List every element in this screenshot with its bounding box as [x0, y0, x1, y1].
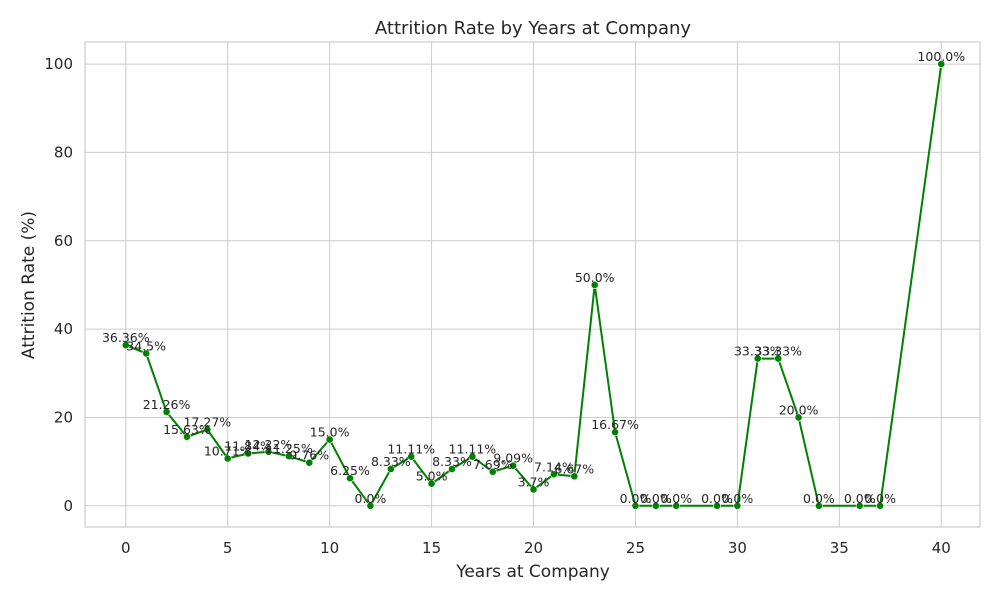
x-tick-label: 25: [626, 539, 645, 557]
data-label: 11.84%: [224, 438, 272, 453]
data-label: 0.0%: [722, 491, 754, 506]
data-point: [529, 485, 538, 494]
data-label: 33.33%: [754, 344, 802, 359]
x-tick-label: 30: [728, 539, 747, 557]
data-label: 5.0%: [416, 469, 448, 484]
data-point: [244, 449, 252, 458]
data-label: 100.0%: [917, 49, 965, 64]
data-label: 0.0%: [701, 491, 733, 506]
data-label: 34.5%: [126, 338, 166, 353]
data-label: 8.33%: [432, 454, 472, 469]
y-tick-label: 40: [54, 320, 73, 338]
plot-frame: [84, 41, 981, 528]
data-label: 0.0%: [640, 491, 672, 506]
chart-title: Attrition Rate by Years at Company: [375, 18, 692, 39]
data-point: [305, 458, 314, 467]
tick-labels-group: 0 5 10 15 20 25 30 35 40 0 20 40 60 80 100: [44, 55, 950, 557]
data-label: 11.25%: [265, 441, 313, 456]
y-tick-label: 20: [54, 408, 73, 426]
data-label: 20.0%: [779, 402, 819, 417]
data-labels-group: 36.36%34.5% 21.26% 15.63%17.27% 10.71%11.84…: [102, 49, 965, 506]
data-point: [876, 501, 885, 510]
data-point: [407, 452, 416, 461]
x-tick-label: 0: [121, 539, 131, 557]
data-point: [203, 425, 212, 434]
data-label: 15.0%: [310, 425, 350, 440]
x-tick-label: 40: [932, 539, 951, 557]
data-label: 16.67%: [591, 417, 639, 432]
data-label: 0.0%: [844, 491, 876, 506]
data-point: [611, 428, 619, 437]
data-point: [570, 472, 579, 481]
data-point: [590, 281, 599, 289]
data-point: [386, 465, 395, 473]
x-tick-label: 5: [223, 539, 233, 557]
y-axis-title: Attrition Rate (%): [19, 211, 39, 359]
data-label: 12.22%: [245, 437, 293, 452]
series-group: [121, 60, 946, 510]
data-point: [672, 501, 681, 510]
data-label: 36.36%: [102, 330, 150, 345]
data-point: [427, 479, 436, 488]
data-point: [815, 501, 823, 510]
data-label: 21.26%: [143, 397, 191, 412]
data-point: [121, 341, 130, 350]
data-label: 11.11%: [449, 442, 497, 457]
data-label: 3.7%: [518, 474, 550, 489]
data-point: [264, 447, 273, 456]
y-tick-label: 0: [63, 497, 73, 515]
x-tick-label: 15: [422, 539, 441, 557]
data-point: [631, 501, 640, 510]
data-point: [774, 354, 783, 363]
data-label: 0.0%: [660, 491, 692, 506]
data-label: 7.69%: [473, 457, 513, 472]
data-label: 0.0%: [864, 491, 896, 506]
data-point: [183, 432, 191, 441]
data-label: 9.09%: [493, 451, 533, 466]
data-label: 8.33%: [371, 454, 411, 469]
y-tick-label: 100: [44, 55, 73, 73]
data-label: 9.76%: [289, 448, 329, 463]
data-point: [162, 407, 171, 416]
data-point: [855, 501, 864, 510]
data-label: 0.0%: [803, 491, 835, 506]
data-label: 6.67%: [554, 461, 594, 476]
data-point: [488, 467, 497, 476]
data-label: 33.33%: [734, 344, 782, 359]
x-tick-label: 10: [320, 539, 339, 557]
data-point: [448, 465, 456, 473]
data-point: [284, 452, 293, 461]
data-point: [937, 60, 946, 68]
data-point: [325, 435, 334, 444]
data-label: 0.0%: [355, 491, 387, 506]
data-point: [223, 454, 232, 463]
data-point: [142, 349, 151, 358]
data-point: [468, 452, 477, 461]
data-label: 15.63%: [163, 422, 211, 437]
data-point: [550, 470, 558, 479]
data-label: 0.0%: [620, 491, 652, 506]
x-axis-title: Years at Company: [455, 562, 610, 582]
data-point: [753, 354, 762, 363]
data-label: 11.11%: [387, 442, 435, 457]
y-tick-label: 60: [54, 232, 73, 250]
y-tick-label: 80: [54, 143, 73, 161]
data-label: 7.14%: [534, 459, 574, 474]
data-point: [366, 501, 375, 510]
data-point: [346, 474, 354, 483]
data-label: 6.25%: [330, 463, 370, 478]
data-point: [713, 501, 721, 510]
data-label: 17.27%: [183, 415, 231, 430]
data-point: [651, 501, 660, 510]
x-tick-label: 20: [524, 539, 543, 557]
x-tick-label: 35: [830, 539, 849, 557]
data-point: [733, 501, 742, 510]
data-point: [794, 413, 803, 422]
data-label: 50.0%: [575, 270, 615, 285]
data-label: 10.71%: [204, 443, 252, 458]
data-point: [509, 461, 518, 470]
